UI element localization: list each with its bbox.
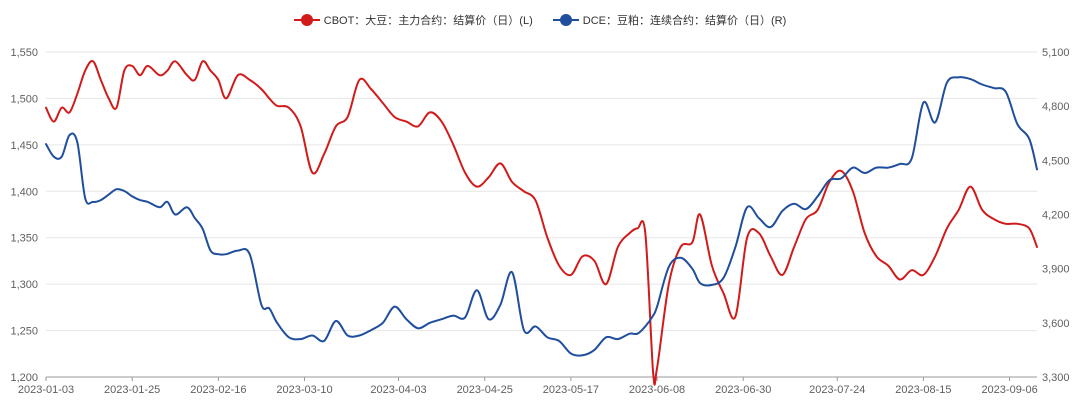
y-right-tick-label: 4,500	[1042, 155, 1070, 167]
y-left-tick-label: 1,300	[10, 279, 38, 291]
legend-label-cbot: CBOT：大豆：主力合约：结算价（日）(L)	[323, 15, 533, 27]
series-line-dce	[45, 76, 1038, 357]
y-right-tick-label: 3,300	[1042, 372, 1070, 384]
legend-marker-cbot	[293, 14, 320, 26]
legend-label-dce: DCE：豆粕：连续合约：结算价（日）(R)	[582, 15, 787, 27]
y-left-tick-label: 1,250	[10, 326, 38, 338]
y-right-tick-label: 4,200	[1042, 210, 1070, 222]
x-tick-label: 2023-06-08	[629, 384, 685, 396]
y-right-tick-label: 3,900	[1042, 264, 1070, 276]
legend-marker-dce	[552, 14, 579, 26]
x-tick-label: 2023-07-24	[809, 384, 865, 396]
x-tick-label: 2023-08-15	[895, 384, 951, 396]
x-tick-label: 2023-03-10	[276, 384, 332, 396]
y-left-tick-label: 1,450	[10, 140, 38, 152]
x-tick-label: 2023-01-25	[104, 384, 160, 396]
x-tick-label: 2023-04-25	[457, 384, 513, 396]
chart-legend: CBOT：大豆：主力合约：结算价（日）(L) DCE：豆粕：连续合约：结算价（日…	[0, 12, 1080, 28]
y-left-tick-label: 1,400	[10, 186, 38, 198]
y-left-tick-label: 1,500	[10, 93, 38, 105]
y-left-tick-label: 1,350	[10, 233, 38, 245]
y-left-tick-label: 1,200	[10, 372, 38, 384]
y-left-tick-label: 1,550	[10, 47, 38, 59]
y-right-tick-label: 4,800	[1042, 101, 1070, 113]
x-tick-label: 2023-06-30	[715, 384, 771, 396]
y-right-tick-label: 3,600	[1042, 318, 1070, 330]
x-tick-label: 2023-02-16	[190, 384, 246, 396]
x-tick-label: 2023-01-03	[18, 384, 74, 396]
legend-item-cbot[interactable]: CBOT：大豆：主力合约：结算价（日）(L)	[293, 12, 533, 28]
series-line-cbot	[45, 60, 1038, 386]
x-tick-label: 2023-09-06	[981, 384, 1037, 396]
x-tick-label: 2023-05-17	[543, 384, 599, 396]
x-tick-label: 2023-04-03	[370, 384, 426, 396]
legend-item-dce[interactable]: DCE：豆粕：连续合约：结算价（日）(R)	[552, 12, 787, 28]
y-right-tick-label: 5,100	[1042, 47, 1070, 59]
